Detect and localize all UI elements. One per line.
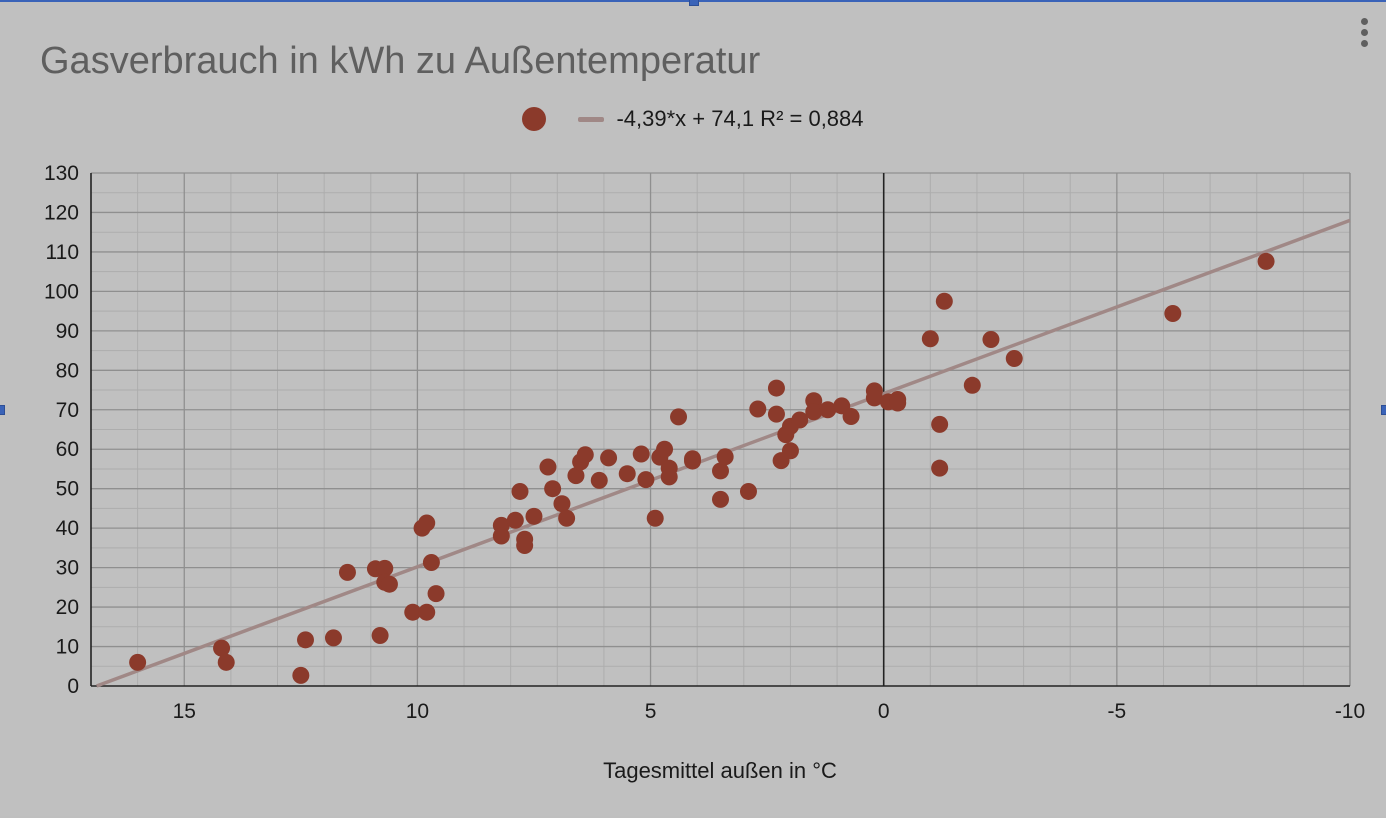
legend-trendline-marker [578, 116, 605, 122]
more-options-icon[interactable] [1358, 16, 1370, 52]
data-point [539, 458, 557, 476]
data-point [712, 462, 729, 480]
data-point [712, 490, 729, 508]
data-point [544, 480, 562, 498]
data-point [931, 415, 949, 433]
data-point [418, 514, 436, 532]
data-point [525, 507, 543, 525]
y-tick-label: 30 [56, 557, 79, 580]
x-axis-label: Tagesmittel außen in °C [603, 758, 837, 783]
legend-series-marker [522, 107, 547, 131]
data-point [553, 495, 571, 513]
data-point [767, 405, 785, 423]
x-tick-label: -10 [1335, 700, 1365, 723]
data-point [921, 330, 939, 348]
data-point [600, 449, 618, 467]
legend-trendline-label: -4,39*x + 74,1 R² = 0,884 [616, 106, 864, 131]
y-tick-label: 70 [56, 399, 79, 422]
data-point [492, 527, 510, 545]
data-point [646, 509, 664, 527]
data-point [380, 575, 398, 593]
data-point [865, 389, 883, 407]
data-point [656, 440, 674, 458]
y-tick-label: 40 [56, 517, 79, 540]
x-tick-label: 10 [406, 700, 429, 723]
data-point [767, 379, 785, 397]
data-point [324, 629, 342, 647]
data-point [376, 559, 394, 577]
y-tick-label: 120 [44, 201, 79, 224]
data-point [404, 603, 422, 621]
data-point [418, 603, 436, 621]
data-point [660, 468, 678, 486]
data-point [791, 411, 809, 429]
data-point [511, 482, 529, 500]
x-tick-label: -5 [1108, 700, 1127, 723]
data-point [213, 639, 231, 657]
data-point [506, 511, 524, 529]
chart-title: Gasverbrauch in kWh zu Außentemperatur [40, 40, 761, 82]
data-point [739, 482, 757, 500]
data-point [567, 467, 585, 485]
data-point [292, 666, 310, 684]
data-point [516, 537, 534, 555]
data-point [576, 446, 594, 464]
data-point [637, 471, 655, 489]
data-point [889, 394, 907, 412]
data-point [749, 400, 767, 418]
data-point [982, 331, 1000, 349]
data-point [819, 401, 837, 419]
data-point [129, 653, 147, 671]
data-point [217, 653, 235, 671]
data-point [805, 403, 823, 421]
y-tick-label: 110 [46, 241, 79, 264]
data-point [670, 408, 688, 426]
y-tick-label: 130 [44, 162, 79, 185]
data-point [296, 631, 314, 649]
data-point [1164, 304, 1182, 322]
y-tick-label: 20 [56, 596, 79, 619]
data-point [558, 509, 576, 527]
data-point [618, 465, 636, 483]
y-tick-label: 0 [67, 675, 79, 698]
y-tick-label: 50 [56, 478, 79, 501]
data-point [632, 445, 650, 463]
legend: -4,39*x + 74,1 R² = 0,884 [0, 106, 1386, 138]
y-tick-label: 60 [56, 438, 79, 461]
data-point [842, 407, 860, 425]
resize-handle-left[interactable] [0, 405, 5, 415]
data-point [781, 442, 799, 460]
y-tick-label: 80 [56, 359, 79, 382]
data-point [427, 585, 445, 603]
data-point [684, 452, 702, 470]
data-point [935, 292, 953, 310]
data-point [931, 459, 949, 477]
resize-handle-top[interactable] [689, 0, 699, 6]
x-tick-label: 5 [645, 700, 657, 723]
x-tick-label: 15 [173, 700, 196, 723]
y-tick-label: 10 [56, 636, 79, 659]
x-tick-label: 0 [878, 700, 890, 723]
data-point [338, 563, 356, 581]
y-tick-label: 90 [56, 320, 79, 343]
data-point [963, 376, 981, 394]
resize-handle-right[interactable] [1381, 405, 1386, 415]
y-tick-label: 100 [44, 280, 79, 303]
data-point [590, 471, 608, 489]
data-point [1257, 252, 1275, 270]
data-point [371, 626, 389, 644]
data-point [1005, 349, 1023, 367]
data-point [422, 553, 440, 571]
data-point [716, 448, 734, 466]
